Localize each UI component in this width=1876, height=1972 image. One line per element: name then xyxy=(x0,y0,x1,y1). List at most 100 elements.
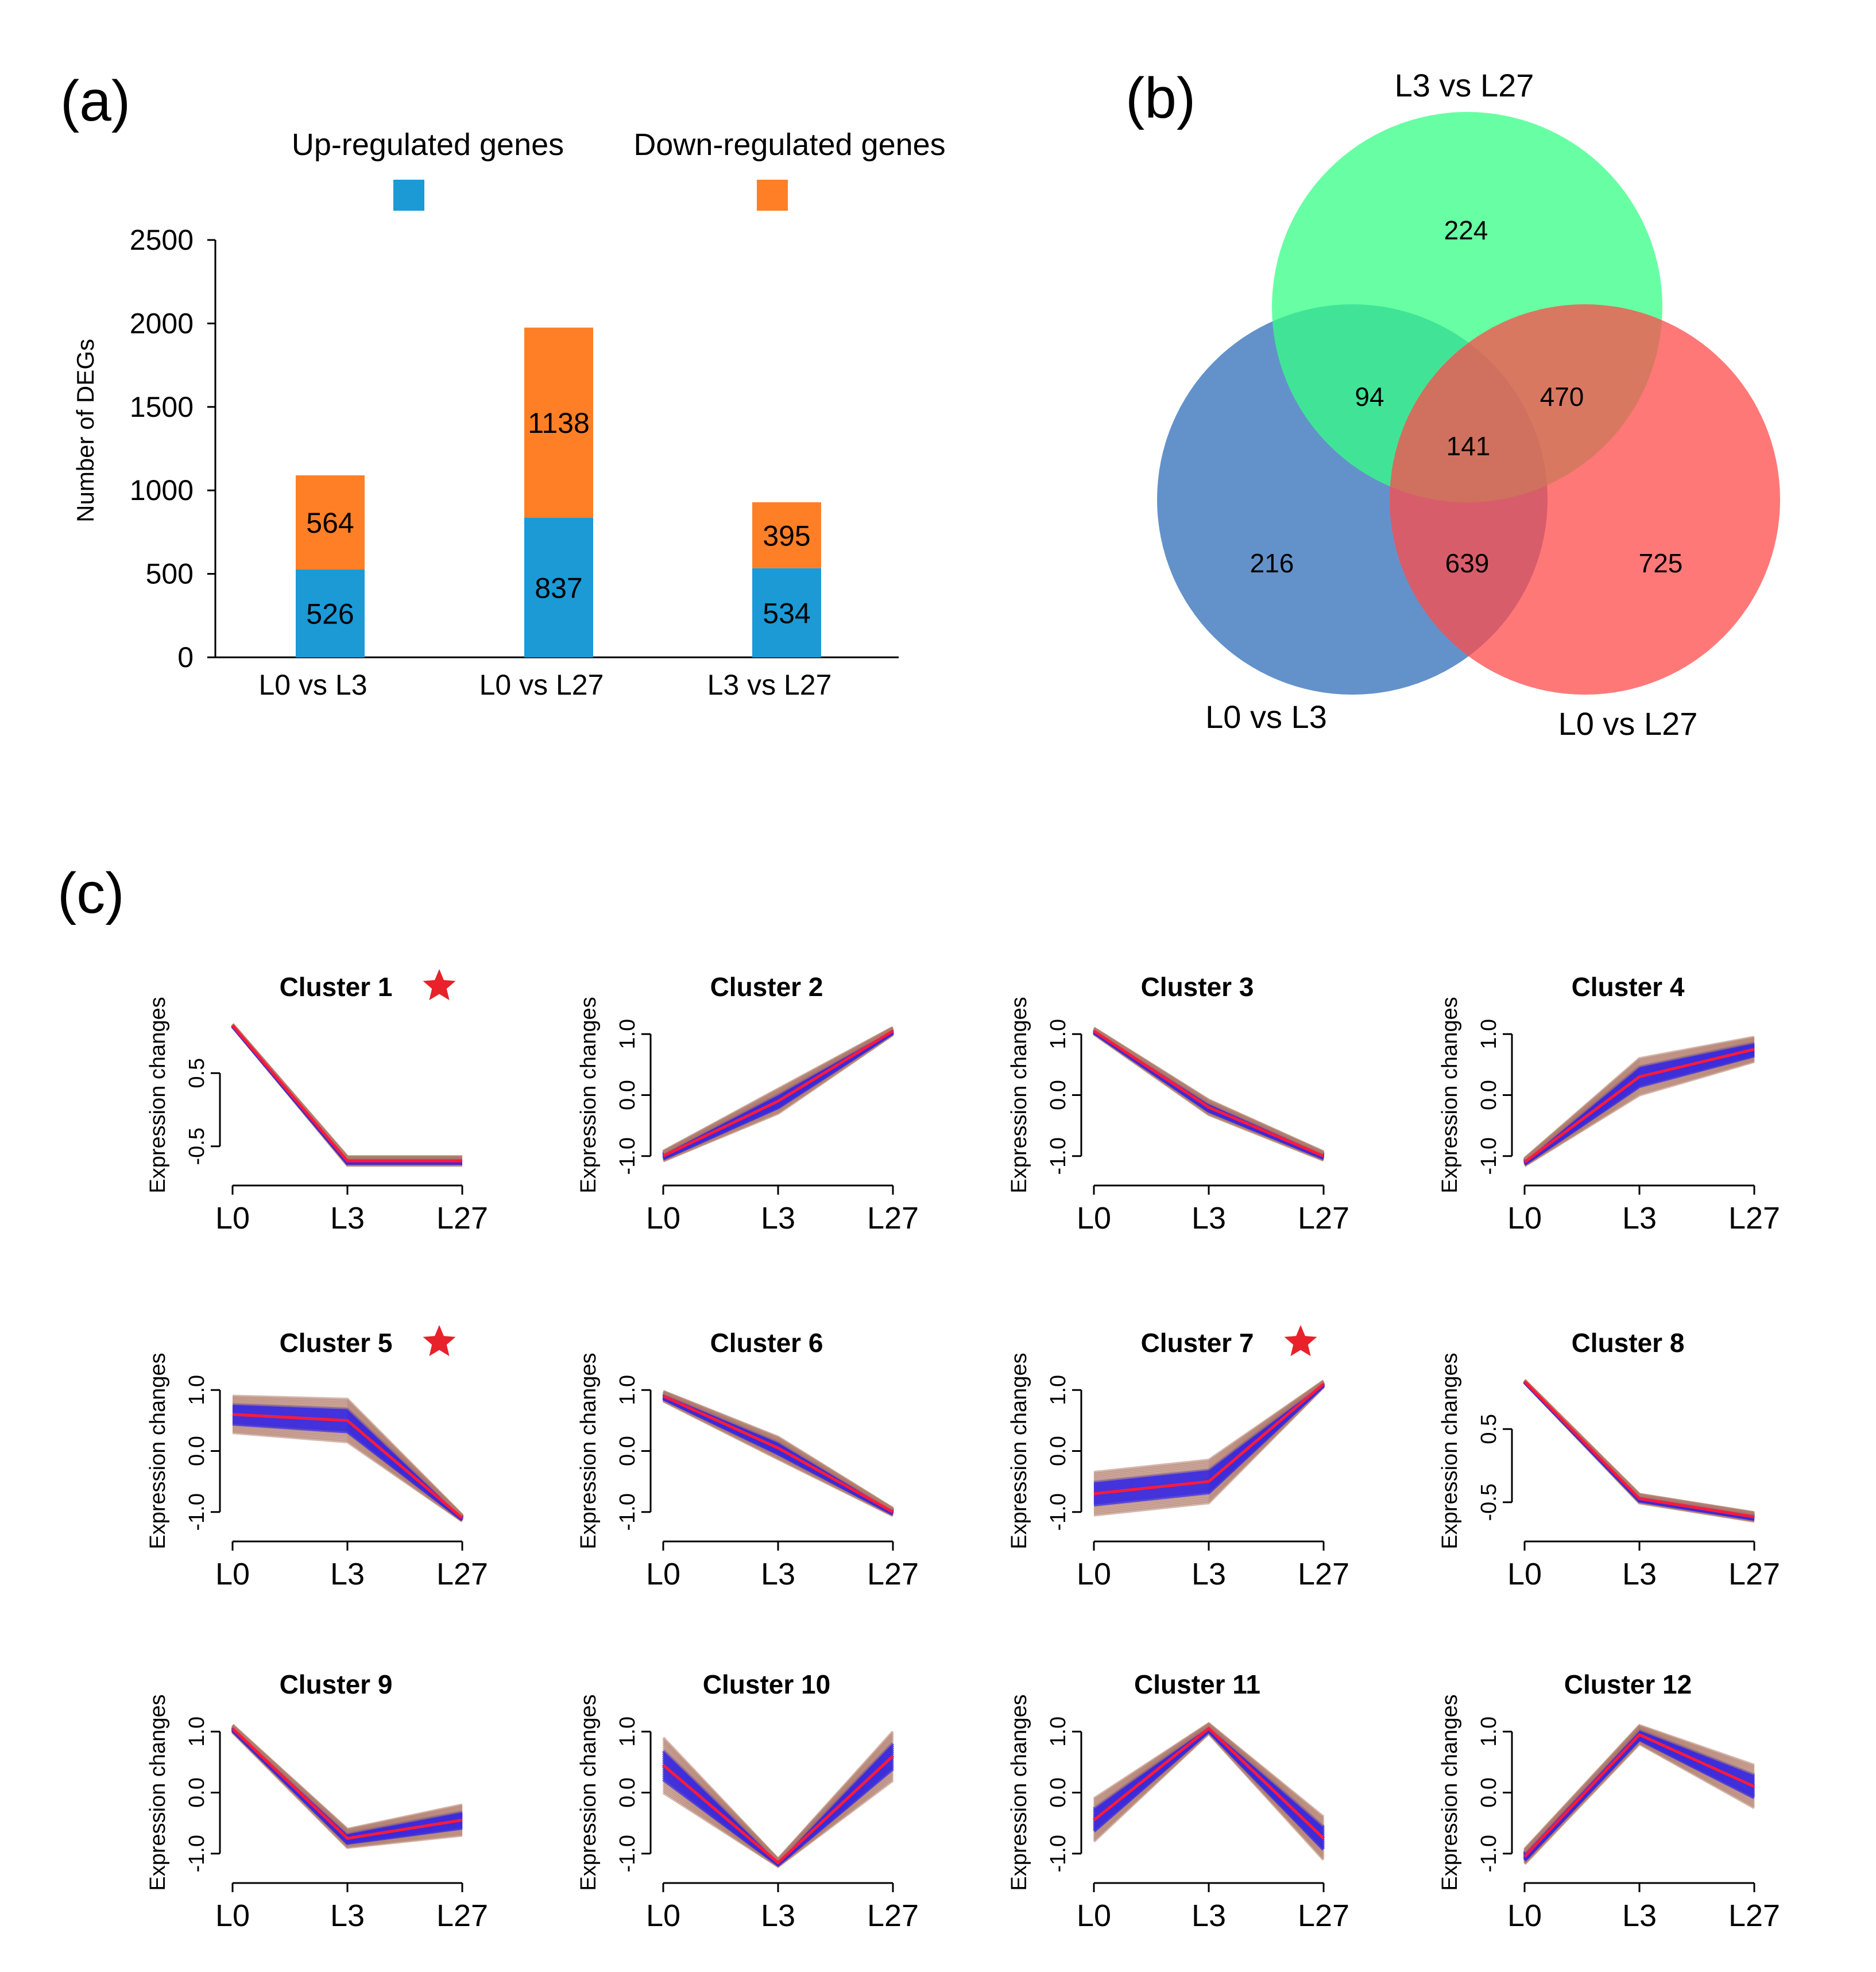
bar-down-value-label: 564 xyxy=(306,507,354,539)
cluster-plot-2: Cluster 2 -1.0 0.0 1.0 Expression changes L0 L… xyxy=(577,972,919,1235)
cluster-y-tick-label: 1.0 xyxy=(1046,1375,1070,1405)
cluster-centroid-line xyxy=(662,1754,894,1865)
bar-down-2 xyxy=(524,327,593,518)
cluster-member-line xyxy=(231,1023,462,1159)
cluster-member-line xyxy=(1093,1026,1325,1153)
cluster-y-tick-label: -1.0 xyxy=(185,1835,209,1872)
cluster-y-tick-label: -0.5 xyxy=(1477,1483,1501,1521)
cluster-member-line xyxy=(231,1023,462,1159)
cluster-x-tick-label: L0 xyxy=(215,1201,250,1235)
bar-y-tick-label: 1000 xyxy=(130,474,194,506)
cluster-centroid-line xyxy=(1093,1029,1324,1158)
cluster-title: Cluster 5 xyxy=(280,1328,393,1358)
cluster-y-tick-label: -1.0 xyxy=(185,1493,209,1531)
cluster-member-line xyxy=(231,1025,462,1165)
bar-y-tick-label: 1500 xyxy=(130,391,194,423)
cluster-y-axis-label: Expression changes xyxy=(1438,1353,1462,1549)
cluster-member-line xyxy=(231,1024,462,1161)
bar-down-3 xyxy=(752,502,821,568)
bar-down-value-label: 395 xyxy=(763,520,810,552)
cluster-x-tick-label: L0 xyxy=(1077,1201,1111,1235)
cluster-member-line xyxy=(1093,1027,1325,1154)
cluster-plot-4: Cluster 4 -1.0 0.0 1.0 Expression changes L0 L… xyxy=(1438,972,1780,1235)
bar-up-value-label: 837 xyxy=(535,572,582,604)
cluster-member-line xyxy=(1523,1730,1755,1857)
cluster-member-line xyxy=(231,1025,462,1164)
cluster-plot-3: Cluster 3 -1.0 0.0 1.0 Expression changes L0 L… xyxy=(1007,972,1349,1235)
cluster-member-line xyxy=(1523,1723,1755,1850)
cluster-y-tick-label: -1.0 xyxy=(1477,1835,1501,1872)
cluster-x-tick-label: L0 xyxy=(1507,1899,1542,1933)
cluster-x-tick-label: L27 xyxy=(867,1899,919,1933)
cluster-x-tick-label: L0 xyxy=(646,1201,680,1235)
cluster-y-tick-label: -1.0 xyxy=(616,1835,640,1872)
cluster-x-tick-label: L27 xyxy=(1298,1899,1349,1933)
venn-label-l0-vs-l27: L0 vs L27 xyxy=(1558,706,1698,742)
cluster-member-line xyxy=(231,1723,463,1831)
cluster-x-tick-label: L3 xyxy=(761,1899,795,1933)
cluster-plot-10: Cluster 10 -1.0 0.0 1.0 Expression changes L0… xyxy=(577,1669,919,1933)
star-icon xyxy=(423,1325,456,1357)
cluster-y-tick-label: 1.0 xyxy=(616,1375,640,1405)
cluster-x-tick-label: L3 xyxy=(761,1557,795,1591)
venn-count-all: 141 xyxy=(1446,431,1491,461)
cluster-x-tick-label: L3 xyxy=(1192,1201,1226,1235)
cluster-y-tick-label: 0.0 xyxy=(616,1436,640,1466)
cluster-x-tick-label: L27 xyxy=(436,1557,488,1591)
cluster-member-line xyxy=(231,1023,462,1159)
cluster-member-line xyxy=(231,1025,462,1165)
cluster-y-tick-label: 0.0 xyxy=(1046,1777,1070,1808)
cluster-member-line xyxy=(1093,1380,1325,1474)
cluster-x-tick-label: L3 xyxy=(1622,1201,1657,1235)
cluster-member-line xyxy=(231,1023,462,1160)
cluster-member-line xyxy=(1523,1036,1755,1160)
cluster-x-tick-label: L3 xyxy=(330,1557,365,1591)
bar-y-tick-label: 0 xyxy=(177,641,194,673)
cluster-member-line xyxy=(231,1024,462,1164)
cluster-y-axis-label: Expression changes xyxy=(1438,997,1462,1193)
cluster-member-line xyxy=(1093,1028,1325,1154)
cluster-y-tick-label: 1.0 xyxy=(1046,1717,1070,1747)
cluster-title: Cluster 4 xyxy=(1572,972,1685,1002)
cluster-y-tick-label: -1.0 xyxy=(1046,1493,1070,1531)
cluster-x-tick-label: L0 xyxy=(215,1557,250,1591)
cluster-title: Cluster 3 xyxy=(1141,972,1254,1002)
cluster-y-tick-label: 0.0 xyxy=(616,1080,640,1110)
venn-count-l3l27-l0l27: 470 xyxy=(1540,382,1584,412)
venn-count-l0l3-l0l27: 639 xyxy=(1445,548,1490,578)
venn-count-l3-vs-l27-only: 224 xyxy=(1444,215,1488,245)
cluster-plot-11: Cluster 11 -1.0 0.0 1.0 Expression changes L0… xyxy=(1007,1669,1349,1933)
legend-down-label: Down-regulated genes xyxy=(633,127,945,162)
cluster-member-line xyxy=(1523,1727,1755,1854)
cluster-x-tick-label: L0 xyxy=(646,1899,680,1933)
venn-count-l0-vs-l27-only: 725 xyxy=(1639,548,1683,578)
cluster-y-tick-label: 0.0 xyxy=(185,1777,209,1808)
bar-axes: 0 500 1000 1500 2000 2500 L0 vs L3 L0 vs L27 L3 … xyxy=(130,224,899,701)
legend-up-label: Up-regulated genes xyxy=(292,127,564,162)
cluster-plot-9: Cluster 9 -1.0 0.0 1.0 Expression changes L0 L… xyxy=(146,1669,488,1933)
star-icon xyxy=(1284,1325,1317,1357)
cluster-member-line xyxy=(231,1024,462,1162)
cluster-x-tick-label: L0 xyxy=(1077,1557,1111,1591)
legend-up-swatch xyxy=(393,180,424,211)
cluster-plot-12: Cluster 12 -1.0 0.0 1.0 Expression changes L0… xyxy=(1438,1669,1780,1933)
bar-up-1 xyxy=(296,569,365,657)
cluster-y-axis-label: Expression changes xyxy=(146,997,170,1193)
cluster-y-tick-label: 1.0 xyxy=(185,1717,209,1747)
cluster-x-tick-label: L27 xyxy=(436,1201,488,1235)
bar-category-label: L3 vs L27 xyxy=(707,669,832,701)
cluster-title: Cluster 10 xyxy=(703,1669,830,1699)
cluster-y-axis-label: Expression changes xyxy=(1438,1694,1462,1890)
cluster-y-tick-label: 1.0 xyxy=(1477,1019,1501,1049)
cluster-member-line xyxy=(231,1024,462,1162)
cluster-y-tick-label: 0.0 xyxy=(1046,1436,1070,1466)
bar-marks: 526 564 837 1138 534 395 xyxy=(296,327,821,657)
cluster-member-line xyxy=(231,1724,463,1832)
cluster-member-line xyxy=(231,1724,463,1832)
cluster-member-line xyxy=(231,1023,462,1159)
cluster-x-tick-label: L3 xyxy=(1192,1899,1226,1933)
cluster-title: Cluster 2 xyxy=(710,972,823,1002)
cluster-y-axis-label: Expression changes xyxy=(577,1353,601,1549)
cluster-x-tick-label: L27 xyxy=(1298,1557,1349,1591)
cluster-y-tick-label: -1.0 xyxy=(616,1493,640,1531)
